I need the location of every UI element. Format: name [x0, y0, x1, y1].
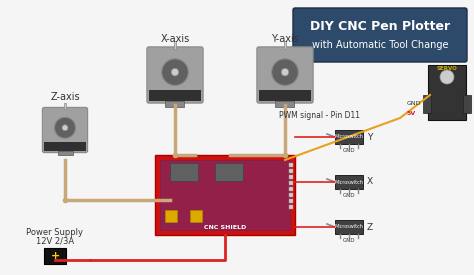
Text: Y: Y	[367, 133, 373, 142]
Bar	[44, 248, 66, 264]
Text: +: +	[50, 251, 60, 261]
Bar	[335, 175, 363, 189]
Text: GND: GND	[343, 148, 356, 153]
Text: PWM signal - Pin D11: PWM signal - Pin D11	[280, 111, 361, 120]
Bar	[289, 193, 293, 197]
Circle shape	[62, 125, 68, 131]
Bar	[165, 101, 184, 107]
Circle shape	[171, 68, 179, 76]
Bar	[335, 220, 363, 234]
FancyBboxPatch shape	[42, 107, 88, 153]
Bar	[289, 205, 293, 209]
Circle shape	[162, 59, 188, 86]
Text: Microswitch: Microswitch	[335, 224, 364, 230]
Bar	[289, 163, 293, 167]
Circle shape	[281, 68, 289, 76]
Bar	[149, 90, 201, 101]
Bar	[173, 41, 176, 49]
FancyBboxPatch shape	[257, 47, 313, 103]
Text: SERVO: SERVO	[437, 66, 457, 71]
Text: Y-axis: Y-axis	[271, 34, 299, 44]
Bar	[289, 199, 293, 203]
Bar	[283, 41, 286, 49]
Bar	[289, 175, 293, 179]
Circle shape	[55, 117, 75, 138]
Text: GND: GND	[343, 193, 356, 198]
Bar	[165, 210, 177, 222]
Text: GND: GND	[343, 238, 356, 243]
Text: Microswitch: Microswitch	[335, 180, 364, 185]
Bar	[170, 163, 198, 181]
Bar	[190, 210, 202, 222]
FancyBboxPatch shape	[147, 47, 203, 103]
Bar	[275, 101, 294, 107]
Text: Z-axis: Z-axis	[50, 92, 80, 102]
Text: 5V: 5V	[407, 111, 416, 116]
Bar	[335, 130, 363, 144]
Bar	[155, 155, 295, 235]
Bar	[463, 95, 471, 113]
Circle shape	[440, 70, 454, 84]
Text: X: X	[367, 177, 373, 186]
Bar	[45, 142, 86, 151]
Bar	[215, 163, 243, 181]
Bar	[428, 65, 466, 120]
Bar	[64, 103, 66, 109]
Text: with Automatic Tool Change: with Automatic Tool Change	[312, 40, 448, 50]
Bar	[289, 187, 293, 191]
Text: Power Supply: Power Supply	[27, 228, 83, 237]
Text: X-axis: X-axis	[160, 34, 190, 44]
FancyBboxPatch shape	[293, 8, 467, 62]
Circle shape	[272, 59, 298, 86]
Bar	[289, 169, 293, 173]
Bar	[259, 90, 311, 101]
Bar	[57, 151, 73, 155]
Bar	[289, 181, 293, 185]
Text: DIY CNC Pen Plotter: DIY CNC Pen Plotter	[310, 21, 450, 34]
Text: Microswitch: Microswitch	[335, 134, 364, 139]
Bar	[423, 95, 431, 113]
Text: 12V 2/3A: 12V 2/3A	[36, 236, 74, 245]
Text: CNC SHIELD: CNC SHIELD	[204, 225, 246, 230]
Bar	[160, 160, 290, 230]
Text: Z: Z	[367, 222, 373, 232]
Text: GND: GND	[407, 101, 421, 106]
